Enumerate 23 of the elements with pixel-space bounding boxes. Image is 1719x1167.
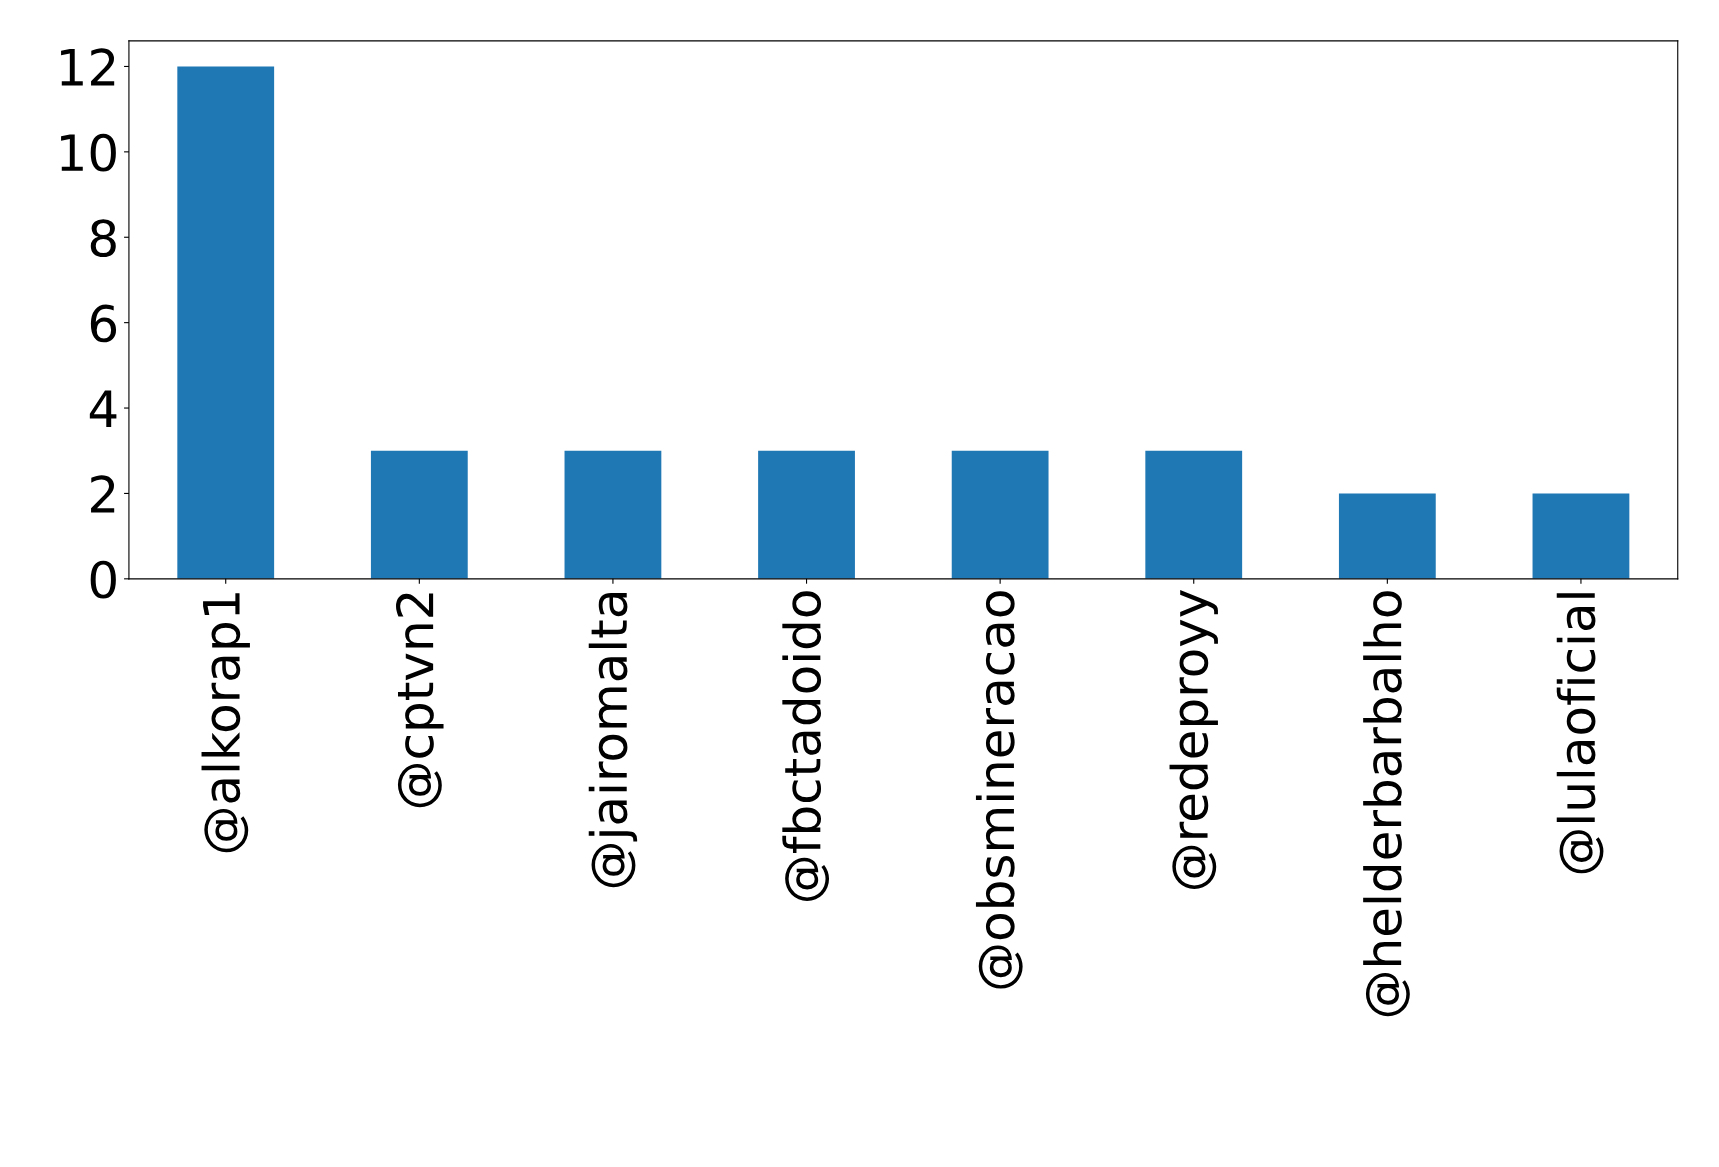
x-tick-label: @fbctadoido [782,591,830,901]
y-tick-label: 4 [89,390,117,428]
y-tick-label: 12 [61,48,115,86]
x-tick-label: @redeproyy [1169,590,1218,889]
bar [951,450,1049,579]
bar [177,66,275,579]
bar [1338,493,1436,579]
y-tick-label: 8 [90,219,116,257]
y-tick-label: 6 [90,304,117,343]
x-tick-label: @lulaoficial [1556,593,1604,874]
bar [370,450,468,579]
x-tick-label: @alkorap1 [201,593,250,853]
bar [564,450,662,579]
y-tick-label: 0 [90,560,116,599]
bar [1532,493,1630,579]
x-tick-label: @cptvn2 [396,593,444,808]
x-tick-label: @obsmineracao [975,591,1023,989]
bar [758,450,855,579]
bar [1145,450,1243,579]
y-tick-label: 10 [61,133,116,172]
x-tick-label: @helderbarbalho [1363,591,1410,1017]
x-tick-label: @jairomalta [588,593,638,888]
y-tick-label: 2 [91,475,115,513]
